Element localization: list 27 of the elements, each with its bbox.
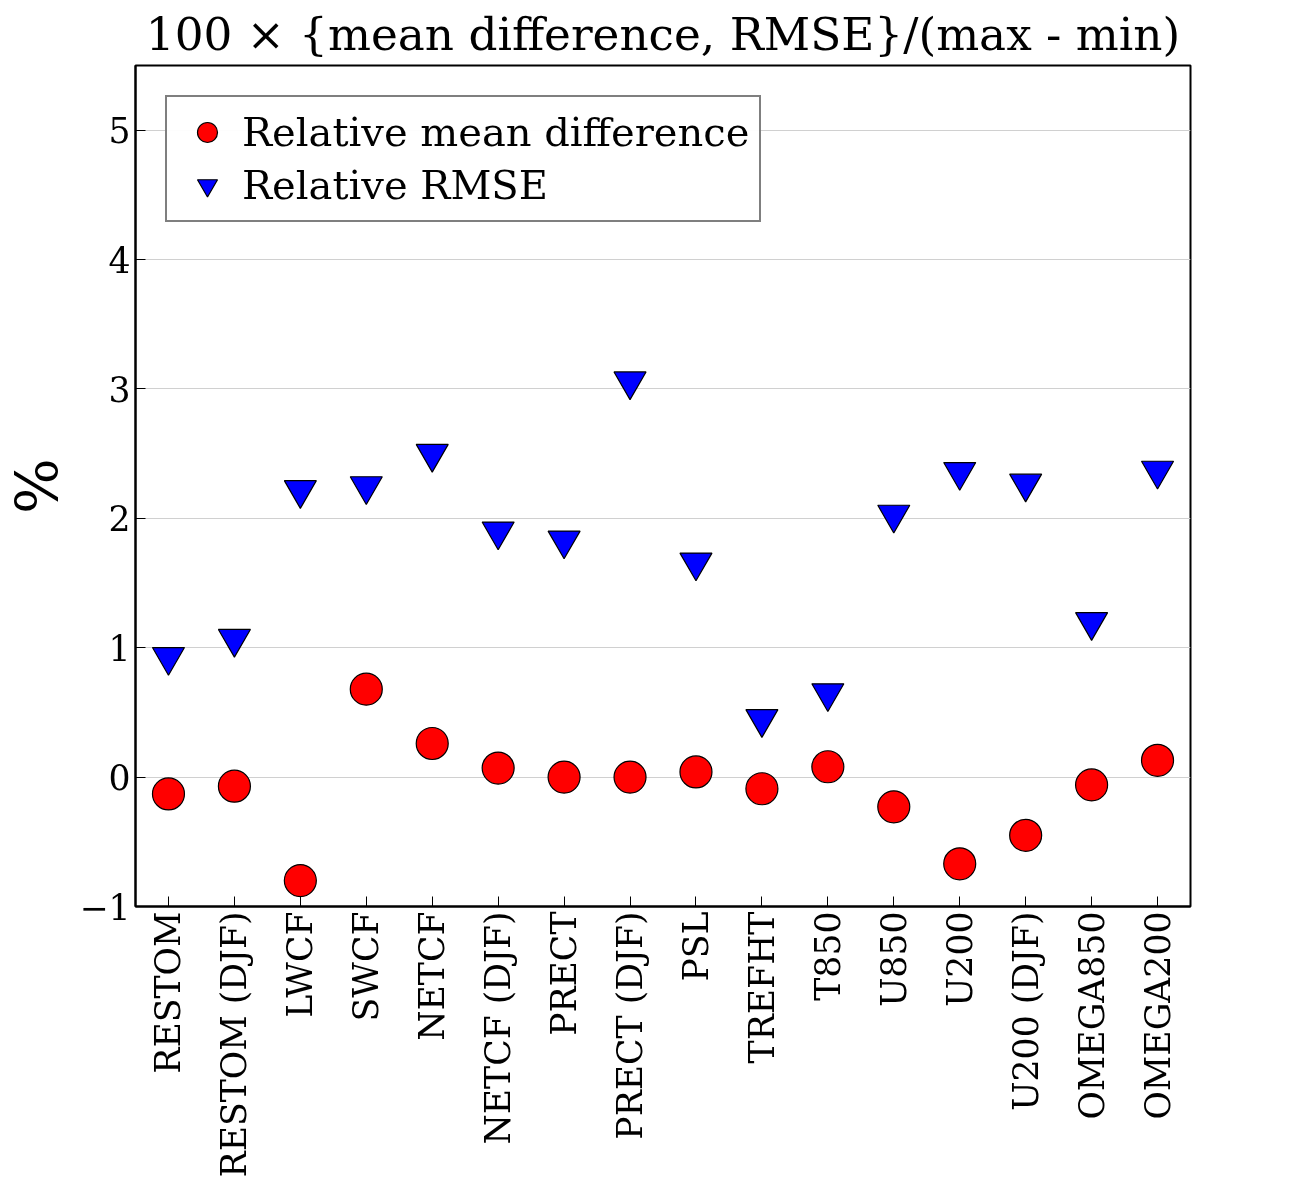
x-tick-label: PRECT (DJF) bbox=[610, 911, 651, 1140]
y-tick-label: 3 bbox=[108, 369, 131, 410]
x-tick-label: RESTOM (DJF) bbox=[214, 911, 255, 1178]
x-tick-label: NETCF bbox=[412, 911, 453, 1041]
legend-label: Relative mean difference bbox=[242, 109, 750, 155]
y-tick-label: −1 bbox=[79, 887, 131, 928]
y-tick-label: 2 bbox=[108, 499, 131, 540]
x-tick-label: PRECT bbox=[544, 911, 585, 1036]
x-tick-label: PSL bbox=[675, 911, 716, 982]
chart-title: 100 × {mean difference, RMSE}/(max - min) bbox=[145, 7, 1181, 61]
y-axis-title: % bbox=[3, 458, 72, 514]
y-tick-label: 1 bbox=[108, 628, 131, 669]
x-tick-label: SWCF bbox=[346, 911, 387, 1022]
x-tick-label: LWCF bbox=[280, 911, 321, 1018]
x-tick-label: OMEGA850 bbox=[1071, 911, 1112, 1120]
y-tick-label: 5 bbox=[108, 111, 131, 152]
x-tick-label: NETCF (DJF) bbox=[478, 911, 519, 1145]
x-tick-label: OMEGA200 bbox=[1137, 911, 1178, 1120]
x-tick-label: U200 (DJF) bbox=[1005, 911, 1046, 1111]
x-tick-label: T850 bbox=[807, 911, 848, 1001]
x-tick-label: RESTOM bbox=[148, 911, 189, 1074]
y-tick-label: 0 bbox=[108, 758, 131, 799]
x-tick-label: TREFHT bbox=[741, 911, 782, 1064]
legend-label: Relative RMSE bbox=[242, 162, 548, 208]
x-tick-label: U850 bbox=[873, 911, 914, 1007]
x-tick-label: U200 bbox=[939, 911, 980, 1007]
y-tick-label: 4 bbox=[108, 240, 131, 281]
